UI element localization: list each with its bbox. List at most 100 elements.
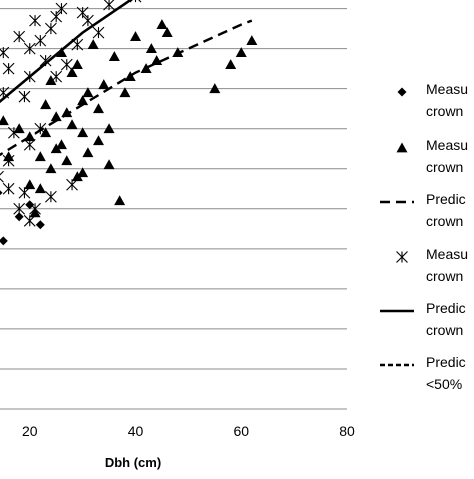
series-4-point-41 <box>82 14 94 27</box>
axis-layer: 20 40 60 80 <box>0 408 355 439</box>
series-4-point-18 <box>55 2 68 15</box>
series-1-point-8 <box>14 212 24 222</box>
series-2-point-35 <box>156 19 168 29</box>
series-2-point-19 <box>77 127 89 138</box>
legend-label-3-line-1: Predic <box>426 191 466 207</box>
series-2-point-16 <box>66 119 78 130</box>
series-4-point-22 <box>76 6 89 19</box>
legend-label-4-line-1: Measu <box>426 246 468 262</box>
series-1-point-7 <box>0 236 8 246</box>
series-4-point-16 <box>50 70 63 83</box>
series-2-point-36 <box>161 27 173 38</box>
series-4-point-29 <box>23 138 36 151</box>
series-2-point-18 <box>71 171 83 182</box>
series-4-point-17 <box>50 10 63 23</box>
series-4-point-12 <box>29 14 41 27</box>
series-2-point-39 <box>225 59 237 70</box>
series-4-point-8 <box>13 30 26 43</box>
series-4-point-36 <box>7 126 20 139</box>
legend-label-3-line-2: crown <box>426 213 463 229</box>
legend-label-1-line-1: Measu <box>426 81 468 97</box>
series-2-point-10 <box>40 99 52 110</box>
data-layer <box>0 0 258 246</box>
series-2-point-15 <box>61 155 73 166</box>
series-4-point-11 <box>23 42 36 55</box>
legend-label-2-line-2: crown <box>426 159 463 175</box>
series-2-point-26 <box>103 123 115 134</box>
legend-label-5-line-1: Predic <box>426 300 466 316</box>
series-2-point-21 <box>82 147 94 158</box>
series-4-point-33 <box>2 154 15 167</box>
series-2-point-46 <box>82 87 94 98</box>
series-2-point-33 <box>145 43 157 54</box>
legend-symbol-2 <box>396 142 408 153</box>
x-tick-label-40: 40 <box>128 423 144 439</box>
series-2-point-14 <box>55 47 67 58</box>
series-1-point-9 <box>25 200 35 210</box>
legend-symbol-4 <box>396 251 408 263</box>
series-2-point-27 <box>108 51 120 62</box>
legend-symbol-1 <box>397 87 407 97</box>
series-4-point-6 <box>0 46 10 59</box>
legend-label-4-line-2: crown <box>426 268 463 284</box>
series-2-point-43 <box>55 139 67 150</box>
legend-label-5-line-2: crown <box>426 322 463 338</box>
series-2-point-25 <box>98 79 110 90</box>
x-tick-label-60: 60 <box>233 423 249 439</box>
series-4-point-19 <box>60 58 73 71</box>
series-4-point-9 <box>18 90 31 103</box>
series-2-point-12 <box>50 143 62 154</box>
series-2-point-22 <box>87 39 99 50</box>
legend-label-6-line-2: <50% <box>426 376 462 392</box>
series-2-point-42 <box>45 163 57 174</box>
series-4-point-47 <box>23 214 36 227</box>
series-2-point-11 <box>45 75 57 86</box>
series-2-point-41 <box>246 35 258 46</box>
series-2-point-20 <box>77 95 89 106</box>
series-1-point-10 <box>35 220 45 230</box>
series-2-point-45 <box>71 59 83 70</box>
series-4-point-34 <box>0 170 4 183</box>
series-4-point-25 <box>92 26 105 39</box>
series-2-point-50 <box>77 167 89 178</box>
series-2-point-3 <box>0 115 9 126</box>
series-4-point-40 <box>66 178 78 191</box>
series-2-point-34 <box>151 55 163 66</box>
series-2-point-13 <box>50 111 62 122</box>
series-4-point-38 <box>29 202 41 215</box>
series-2-point-23 <box>92 103 104 114</box>
series-4-point-26 <box>103 0 115 11</box>
series-3-line <box>0 19 253 157</box>
series-1-point-6 <box>0 190 3 196</box>
series-2-point-40 <box>235 47 247 58</box>
series-4-point-37 <box>18 186 31 199</box>
series-2-point-38 <box>209 83 221 94</box>
x-tick-label-20: 20 <box>22 423 38 439</box>
series-2-point-28 <box>114 195 126 206</box>
series-4-point-7 <box>2 62 15 75</box>
series-2-point-9 <box>34 183 46 194</box>
series-4-point-15 <box>45 22 57 35</box>
legend-label-1-line-2: crown <box>426 103 463 119</box>
series-2-point-31 <box>130 31 141 42</box>
legend-label-6-line-1: Predic <box>426 354 466 370</box>
series-4-point-48 <box>2 182 15 195</box>
series-4-point-30 <box>34 122 47 135</box>
series-2-point-49 <box>40 127 52 138</box>
legend: Measu crown Measu crown Predic crown Measu crow… <box>380 81 468 392</box>
series-2-point-47 <box>103 159 115 170</box>
legend-label-2-line-1: Measu <box>426 137 468 153</box>
series-4-point-46 <box>13 202 26 215</box>
series-5-line <box>0 0 133 104</box>
series-2-point-24 <box>92 135 104 146</box>
series-2-point-6 <box>24 179 36 190</box>
x-axis-title: Dbh (cm) <box>105 455 161 470</box>
series-2-point-48 <box>34 151 46 162</box>
grid-layer <box>0 8 347 370</box>
series-2-point-17 <box>66 67 78 78</box>
series-4-point-39 <box>45 190 57 203</box>
x-tick-label-80: 80 <box>339 423 355 439</box>
series-2-point-30 <box>124 71 136 82</box>
